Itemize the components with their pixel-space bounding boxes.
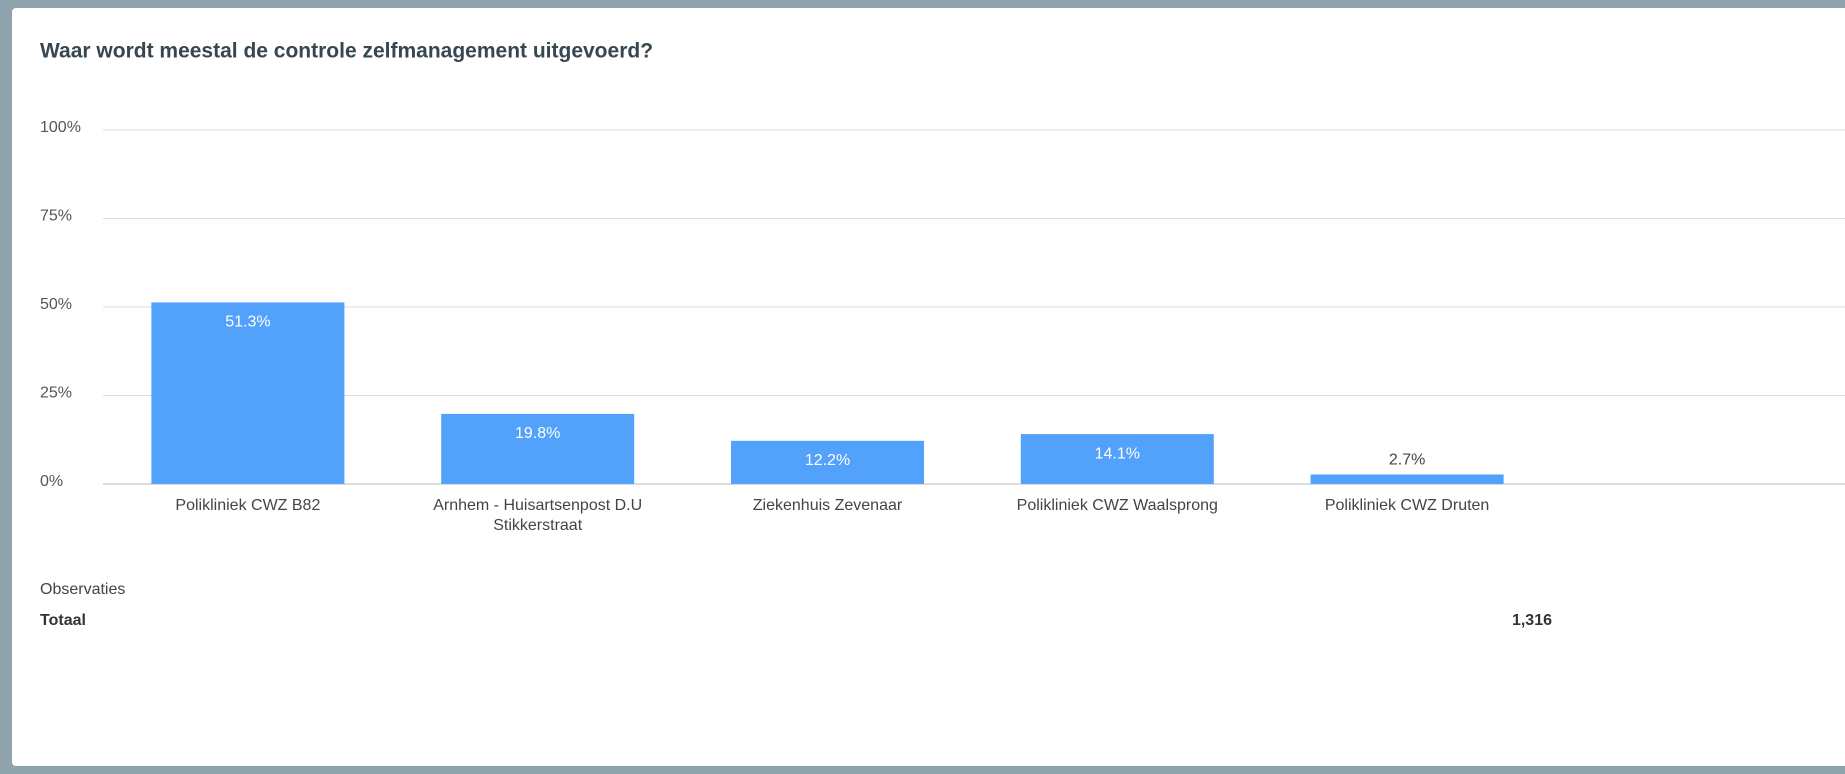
y-tick-label: 75% — [40, 208, 72, 225]
chart: Waar wordt meestal de controle zelfmanag… — [40, 40, 1845, 629]
data-label: 12.2% — [805, 452, 850, 469]
x-tick-label: Polikliniek CWZ B82 — [175, 497, 321, 514]
data-label: 2.7% — [1389, 452, 1425, 469]
y-tick-label: 25% — [40, 385, 72, 402]
x-tick-label: Ziekenhuis Zevenaar — [752, 497, 903, 514]
x-tick-label: Arnhem - Huisartsenpost D.U Stikkerstraa… — [433, 497, 643, 534]
bar — [441, 413, 635, 484]
bar — [1310, 474, 1504, 484]
total-label: Totaal — [40, 612, 86, 629]
footer-label: Observaties — [40, 581, 125, 598]
y-tick-label: 100% — [40, 119, 81, 136]
y-tick-label: 50% — [40, 296, 72, 313]
bar — [1020, 434, 1214, 484]
x-tick-label: Polikliniek CWZ Druten — [1324, 497, 1490, 514]
bar — [730, 440, 925, 484]
x-tick-label: Polikliniek CWZ Waalsprong — [1016, 497, 1218, 514]
chart-title: Waar wordt meestal de controle zelfmanag… — [40, 40, 653, 63]
total-value: 1,316 — [1512, 612, 1552, 629]
bar — [151, 302, 345, 484]
card: Waar wordt meestal de controle zelfmanag… — [12, 8, 1845, 766]
data-label: 14.1% — [1095, 445, 1140, 462]
data-label: 19.8% — [515, 425, 560, 442]
data-label: 51.3% — [225, 314, 270, 331]
y-tick-label: 0% — [40, 473, 63, 490]
